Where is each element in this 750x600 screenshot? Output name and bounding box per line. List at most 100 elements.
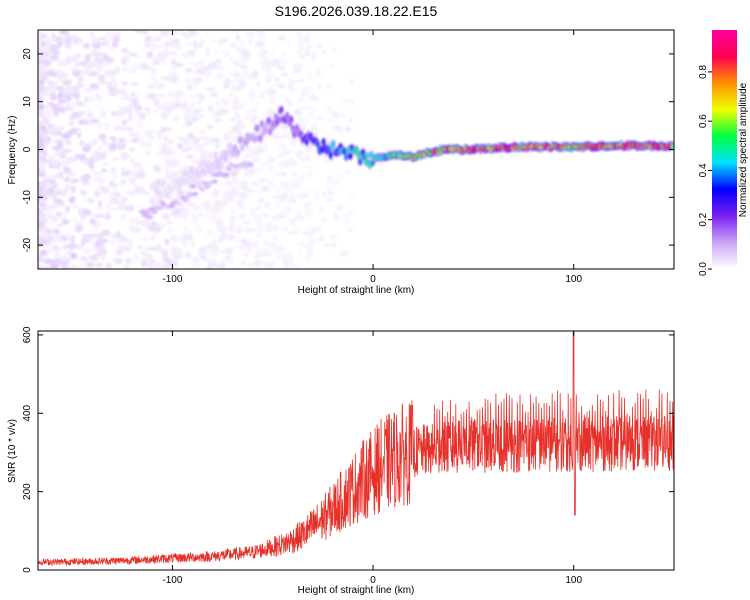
noise-blob [261, 178, 269, 182]
noise-blob [84, 142, 94, 148]
noise-blob [115, 249, 124, 256]
noise-blob [96, 66, 102, 73]
noise-blob [235, 34, 241, 41]
noise-blob [130, 81, 139, 87]
noise-blob [208, 108, 213, 114]
noise-blob [157, 104, 163, 110]
ridge-blob [146, 214, 153, 220]
noise-blob [301, 86, 307, 92]
noise-blob [47, 80, 54, 85]
page-title: S196.2026.039.18.22.E15 [275, 3, 438, 19]
snr-ytick-label: 200 [22, 483, 33, 500]
noise-blob [248, 262, 253, 268]
noise-blob [102, 54, 110, 61]
noise-blob [52, 232, 58, 237]
noise-blob [283, 262, 289, 269]
noise-blob [57, 71, 63, 77]
ridge-blob [139, 209, 146, 214]
noise-blob [182, 34, 191, 39]
noise-blob [137, 134, 144, 142]
noise-blob [46, 247, 52, 254]
noise-blob [56, 203, 61, 208]
noise-blob [209, 137, 215, 144]
noise-blob [186, 201, 196, 208]
ridge-blob [258, 135, 263, 143]
noise-blob [101, 229, 111, 236]
noise-blob [91, 152, 96, 159]
noise-blob [239, 63, 248, 70]
noise-blob [263, 226, 274, 233]
noise-blob [114, 124, 121, 132]
noise-blob [329, 234, 338, 240]
noise-blob [167, 227, 176, 233]
snr-ylabel: SNR (10 * v/v) [7, 419, 18, 483]
noise-blob [112, 41, 119, 48]
noise-blob [77, 76, 84, 83]
ridge-blob [206, 180, 213, 186]
ridge-blob [182, 197, 189, 203]
noise-blob [287, 155, 292, 160]
noise-blob [295, 213, 305, 221]
noise-blob [97, 133, 107, 140]
noise-blob [248, 227, 256, 233]
noise-blob [68, 100, 76, 109]
noise-blob [62, 80, 71, 87]
noise-blob [228, 215, 237, 221]
noise-blob [121, 81, 129, 86]
noise-blob [120, 178, 126, 185]
noise-blob [119, 96, 125, 101]
noise-blob [222, 108, 230, 115]
noise-blob [254, 253, 261, 259]
noise-blob [273, 133, 279, 140]
noise-blob [49, 44, 56, 50]
noise-blob [68, 250, 73, 254]
noise-blob [199, 65, 206, 72]
noise-blob [348, 118, 353, 123]
noise-blob [48, 73, 57, 78]
noise-blob [97, 74, 106, 81]
noise-blob [78, 207, 83, 216]
noise-blob [303, 32, 312, 37]
noise-blob [254, 179, 262, 187]
noise-blob [39, 73, 48, 80]
noise-blob [280, 151, 291, 156]
noise-blob [331, 47, 337, 51]
noise-blob [267, 242, 274, 247]
noise-blob [317, 235, 325, 242]
noise-blob [194, 196, 200, 200]
noise-blob [110, 76, 116, 81]
noise-blob [62, 219, 68, 225]
noise-blob [132, 98, 139, 105]
noise-blob [308, 238, 316, 245]
noise-blob [267, 156, 276, 164]
noise-blob [122, 62, 133, 71]
noise-blob [275, 248, 284, 254]
noise-blob [191, 116, 199, 122]
noise-blob [222, 83, 229, 88]
noise-blob [300, 189, 308, 195]
noise-blob [307, 170, 312, 179]
noise-blob [58, 91, 63, 100]
ridge-blob [201, 180, 208, 186]
noise-blob [38, 31, 43, 37]
noise-blob [257, 33, 266, 40]
noise-blob [150, 68, 156, 76]
noise-blob [211, 212, 217, 219]
noise-blob [93, 170, 104, 176]
noise-blob [291, 171, 298, 176]
noise-blob [170, 58, 177, 66]
noise-blob [255, 234, 262, 239]
noise-blob [149, 128, 157, 134]
noise-blob [173, 171, 181, 178]
snr-xtick-label: 0 [370, 575, 376, 586]
ridge-blob [228, 162, 235, 168]
noise-blob [255, 168, 260, 177]
noise-blob [315, 69, 321, 74]
noise-blob [260, 91, 265, 99]
noise-blob [89, 31, 95, 37]
noise-blob [199, 245, 206, 253]
noise-blob [294, 89, 299, 93]
noise-blob [99, 186, 104, 190]
noise-blob [60, 265, 71, 269]
noise-blob [167, 160, 175, 168]
